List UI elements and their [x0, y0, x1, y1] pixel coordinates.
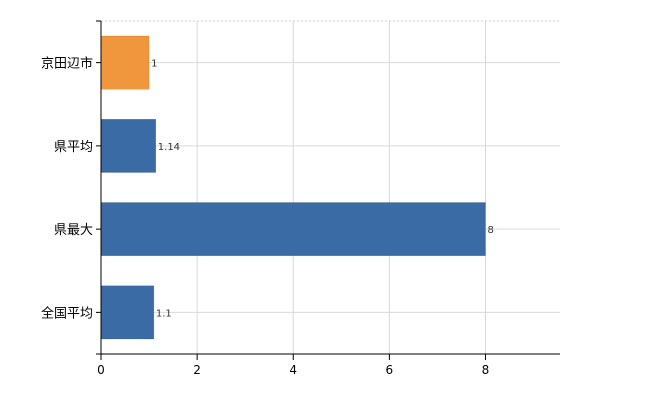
grid-lines — [101, 20, 560, 354]
x-tick-label: 4 — [289, 363, 297, 377]
value-label: 1.1 — [156, 308, 172, 319]
x-tick-label: 0 — [97, 363, 105, 377]
x-tick-label: 2 — [193, 363, 201, 377]
bar — [100, 202, 486, 257]
value-label: 8 — [488, 225, 494, 236]
x-tick-label: 6 — [386, 363, 394, 377]
category-label: 県平均 — [54, 140, 93, 155]
value-labels: 1 1.14 8 1.1 — [151, 59, 494, 320]
bars — [100, 35, 486, 340]
bar — [100, 35, 150, 90]
value-label: 1.14 — [158, 142, 180, 153]
bar — [100, 285, 155, 340]
value-label: 1 — [151, 59, 157, 70]
x-axis: 0 2 4 6 8 — [97, 353, 560, 377]
category-label: 県最大 — [54, 223, 93, 238]
category-label: 京田辺市 — [41, 56, 93, 72]
category-label: 全国平均 — [41, 305, 93, 321]
x-tick-label: 8 — [482, 363, 490, 377]
bar — [100, 118, 157, 173]
